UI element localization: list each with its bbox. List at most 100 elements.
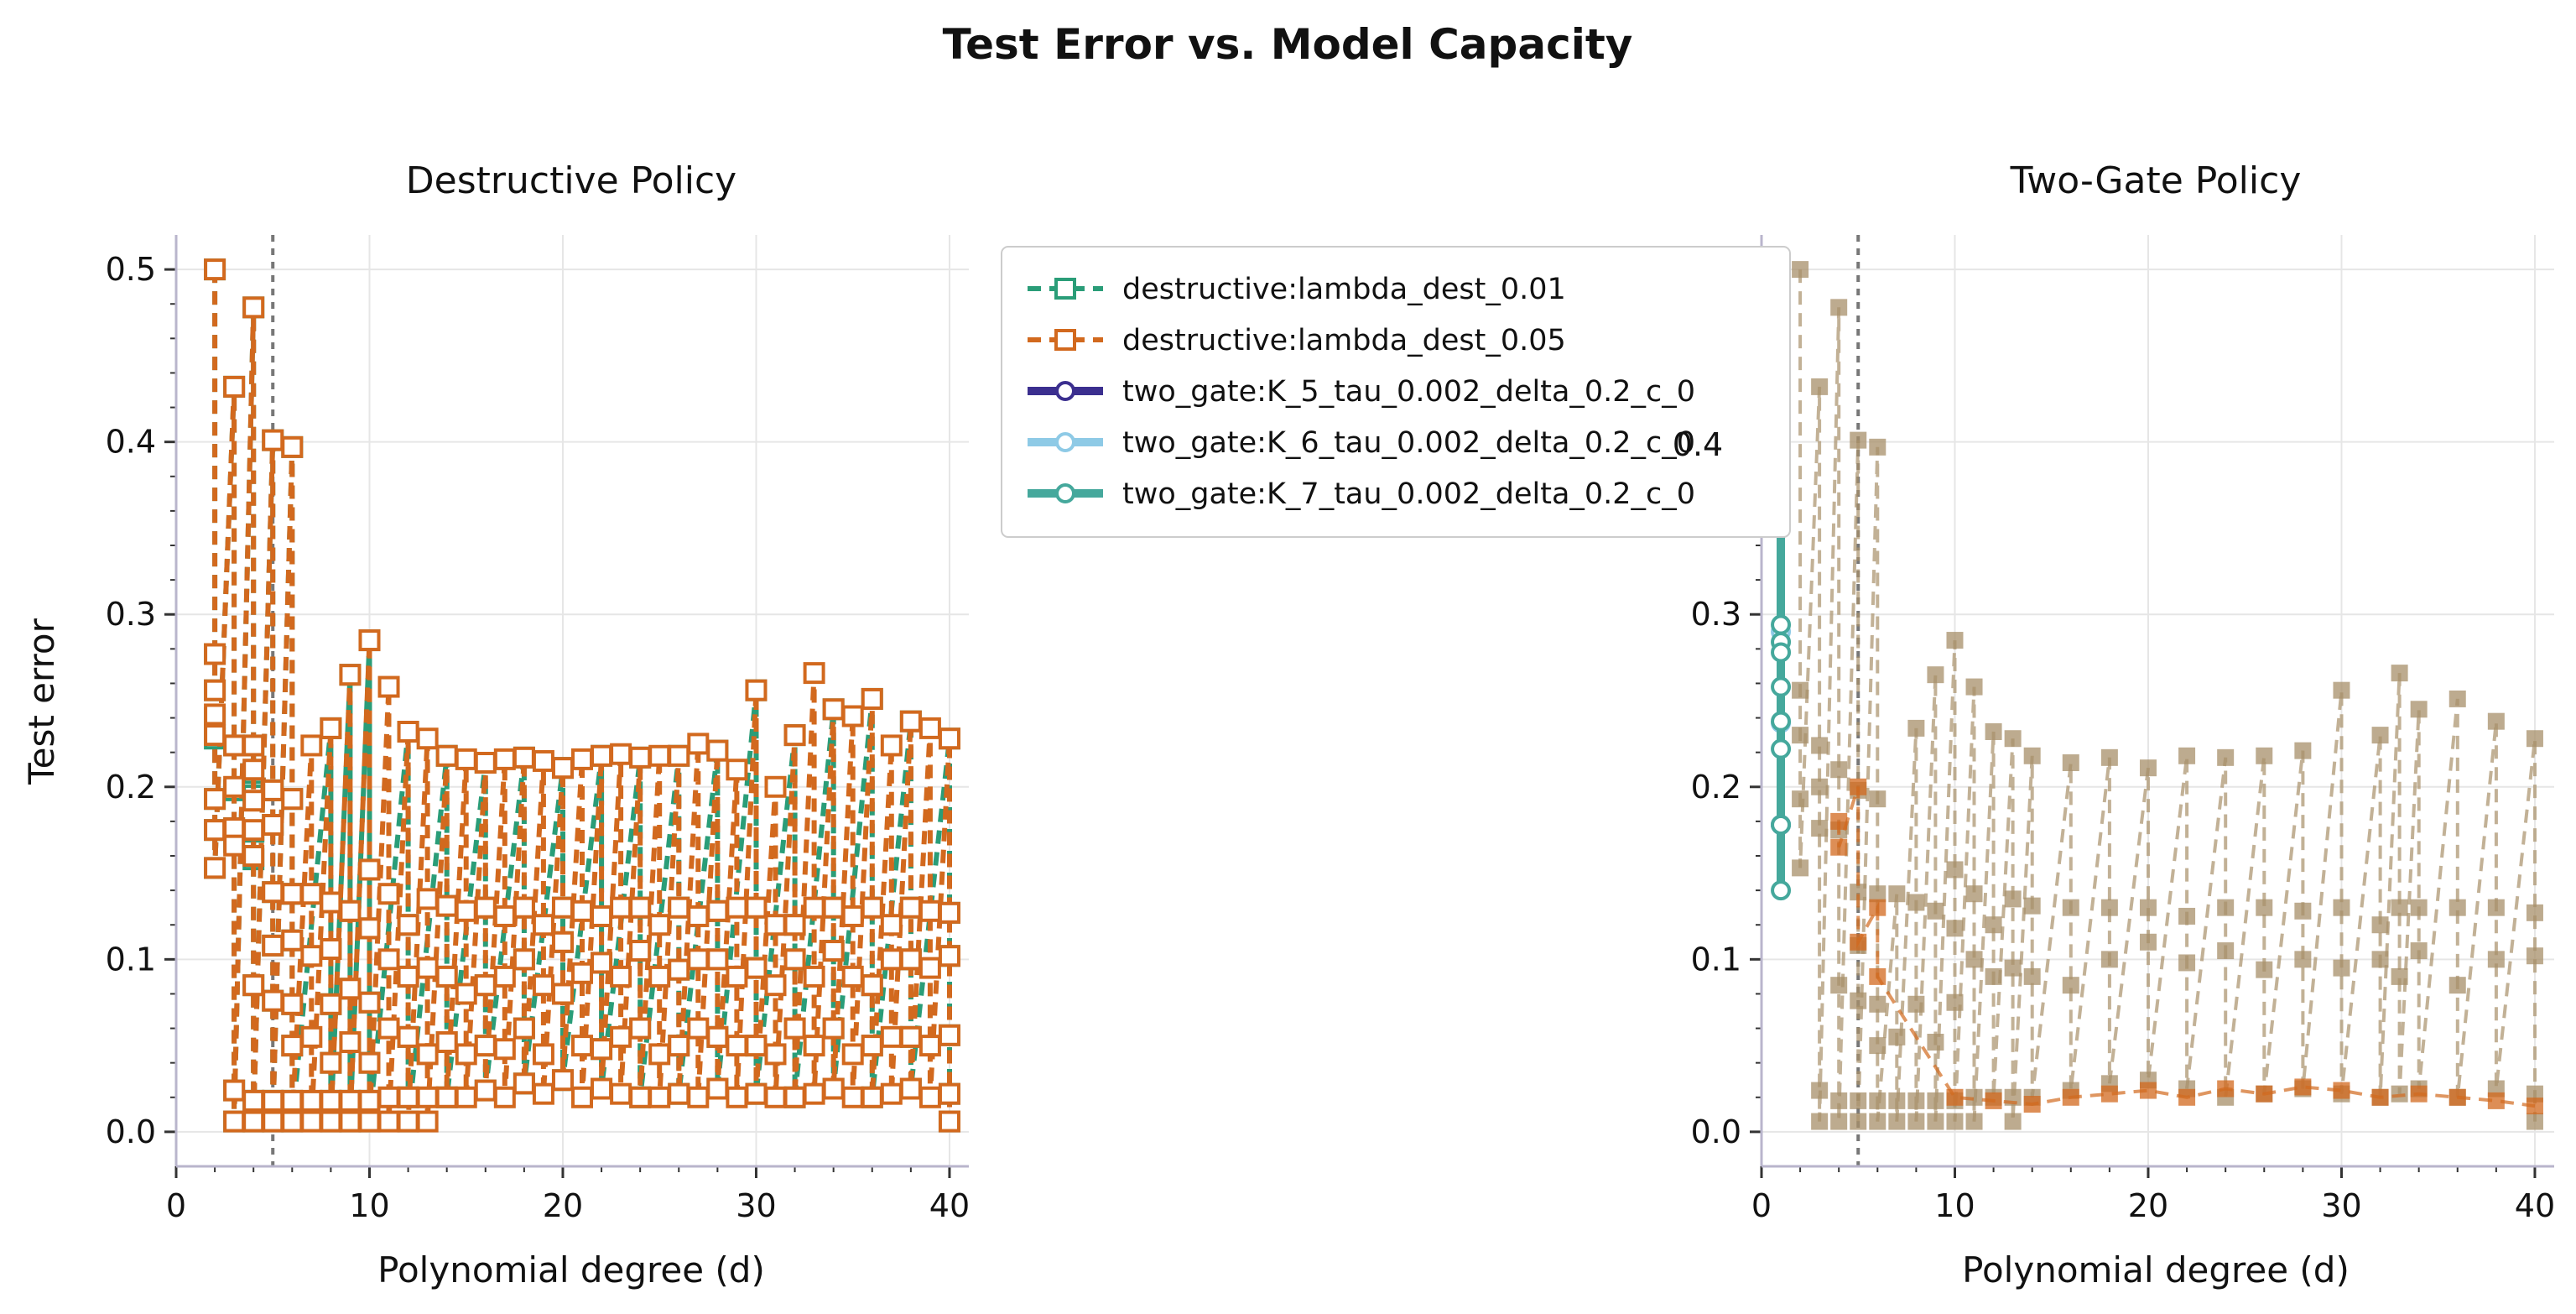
data-point	[1771, 676, 1792, 697]
legend-entry: two_gate:K_7_tau_0.002_delta_0.2_c_0	[1028, 477, 1695, 511]
data-point	[1946, 920, 1964, 937]
data-point	[204, 788, 226, 811]
data-point	[2449, 1088, 2466, 1106]
data-point	[1869, 899, 1886, 916]
data-point	[2100, 748, 2118, 766]
data-point	[745, 1035, 768, 1057]
data-point	[2178, 747, 2196, 764]
data-point	[281, 1035, 304, 1057]
data-point	[435, 1031, 458, 1053]
data-point	[1907, 894, 1925, 911]
data-point	[803, 1035, 825, 1057]
data-point	[1965, 951, 1983, 968]
x-tick-label: 40	[2515, 1187, 2555, 1224]
data-point	[242, 759, 265, 781]
data-point	[803, 662, 825, 685]
data-point	[474, 1079, 497, 1102]
series-line	[1798, 269, 2537, 1122]
data-point	[1888, 1113, 1906, 1130]
data-point	[687, 1017, 710, 1040]
data-point	[2526, 904, 2543, 921]
data-point	[2139, 1082, 2157, 1099]
data-point	[2294, 902, 2312, 920]
data-point	[204, 819, 226, 842]
y-tick-label: 0.3	[106, 596, 156, 633]
data-point	[2371, 727, 2389, 744]
data-point	[938, 727, 960, 750]
data-point	[591, 905, 613, 927]
data-point	[358, 1110, 381, 1133]
data-point	[358, 858, 381, 881]
data-point	[1907, 1113, 1925, 1130]
data-point	[938, 1082, 960, 1105]
data-point	[223, 775, 246, 798]
data-point	[687, 733, 710, 755]
data-point	[435, 1086, 458, 1108]
data-point	[416, 1110, 439, 1133]
data-point	[2391, 899, 2408, 916]
data-point	[455, 983, 477, 1005]
data-point	[764, 1043, 787, 1066]
data-point	[629, 1017, 652, 1040]
data-point	[320, 938, 342, 960]
data-point	[591, 1038, 613, 1061]
data-point	[629, 1086, 652, 1108]
data-point	[320, 1110, 342, 1133]
data-point	[1771, 738, 1792, 759]
data-point	[1792, 727, 1809, 744]
left-panel: Destructive Policy 0 10 20 30 40 0.0 0.1 0.2 0.3…	[21, 159, 970, 1291]
data-point	[435, 894, 458, 917]
legend-label: destructive:lambda_dest_0.05	[1122, 324, 1566, 357]
data-point	[610, 965, 632, 988]
data-point	[2023, 1096, 2041, 1113]
data-point	[1869, 1037, 1886, 1055]
data-point	[745, 1082, 768, 1105]
data-point	[455, 1086, 477, 1108]
data-point	[281, 883, 304, 905]
data-point	[899, 896, 922, 919]
data-point	[745, 957, 768, 979]
data-point	[1850, 933, 1867, 951]
legend-marker	[1054, 278, 1076, 300]
data-point	[416, 727, 439, 750]
data-point	[1869, 1113, 1886, 1130]
data-point	[377, 948, 400, 971]
data-point	[822, 698, 845, 721]
data-point	[397, 1110, 419, 1133]
x-tick-label: 0	[1751, 1187, 1772, 1224]
data-point	[1830, 1113, 1848, 1130]
data-point	[1771, 711, 1792, 732]
data-point	[2391, 967, 2408, 985]
y-tick-label: 0.1	[1691, 941, 1741, 978]
data-point	[591, 952, 613, 974]
data-point	[2333, 681, 2350, 699]
data-point	[706, 1077, 729, 1100]
data-point	[551, 757, 574, 780]
data-point	[938, 945, 960, 967]
data-point	[726, 1086, 748, 1108]
data-point	[610, 1025, 632, 1048]
data-point	[416, 1086, 439, 1108]
data-point	[2449, 977, 2466, 994]
legend-marker	[1054, 329, 1076, 351]
data-point	[474, 1035, 497, 1057]
data-point	[1811, 378, 1829, 395]
data-point	[377, 675, 400, 698]
data-point	[2391, 1085, 2408, 1103]
data-point	[1985, 723, 2002, 740]
data-point	[1985, 967, 2002, 985]
data-point	[2217, 1080, 2235, 1098]
data-point	[591, 744, 613, 767]
data-point	[300, 1089, 323, 1112]
data-point	[938, 901, 960, 924]
data-point	[358, 629, 381, 652]
data-point	[377, 1110, 400, 1133]
legend-entry: destructive:lambda_dest_0.01	[1028, 273, 1566, 306]
data-point	[1927, 666, 1944, 684]
data-point	[726, 965, 748, 988]
data-point	[2062, 899, 2079, 916]
data-point	[1771, 815, 1792, 835]
data-point	[339, 664, 362, 686]
data-point	[242, 1110, 265, 1133]
data-point	[204, 857, 226, 879]
